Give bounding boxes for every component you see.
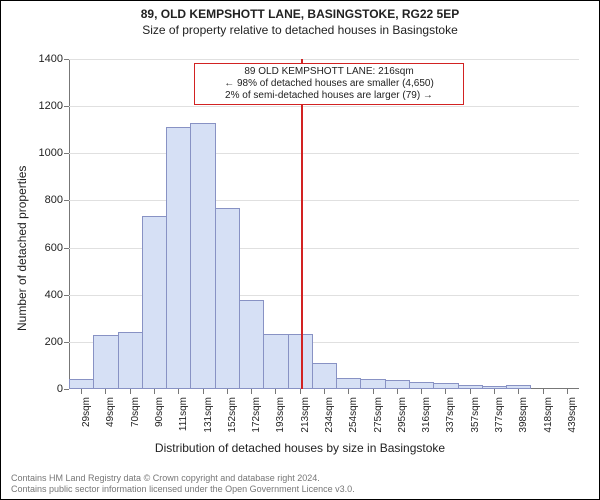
y-axis bbox=[69, 59, 70, 389]
xtick-mark bbox=[567, 389, 568, 394]
ytick-label: 600 bbox=[29, 242, 63, 254]
xtick-mark bbox=[397, 389, 398, 394]
annotation-line-2: ← 98% of detached houses are smaller (4,… bbox=[199, 78, 459, 90]
xtick-mark bbox=[324, 389, 325, 394]
ytick-label: 800 bbox=[29, 194, 63, 206]
ytick-label: 0 bbox=[29, 383, 63, 395]
footer-line-2: Contains public sector information licen… bbox=[11, 484, 589, 495]
xtick-mark bbox=[421, 389, 422, 394]
histogram-bar bbox=[312, 363, 337, 389]
xtick-label: 193sqm bbox=[275, 397, 286, 437]
ytick-mark bbox=[64, 389, 69, 390]
xtick-mark bbox=[105, 389, 106, 394]
xtick-label: 316sqm bbox=[421, 397, 432, 437]
annotation-line-1: 89 OLD KEMPSHOTT LANE: 216sqm bbox=[199, 66, 459, 78]
xtick-label: 111sqm bbox=[178, 397, 189, 437]
ytick-label: 1200 bbox=[29, 100, 63, 112]
histogram-bar bbox=[263, 334, 288, 389]
xtick-label: 357sqm bbox=[470, 397, 481, 437]
ytick-label: 1000 bbox=[29, 147, 63, 159]
ytick-mark bbox=[64, 106, 69, 107]
ytick-mark bbox=[64, 59, 69, 60]
xtick-label: 418sqm bbox=[543, 397, 554, 437]
ytick-mark bbox=[64, 295, 69, 296]
gridline bbox=[69, 59, 579, 60]
xtick-label: 29sqm bbox=[81, 397, 92, 437]
xtick-label: 398sqm bbox=[518, 397, 529, 437]
xtick-label: 131sqm bbox=[203, 397, 214, 437]
y-axis-label: Number of detached properties bbox=[15, 166, 29, 331]
xtick-label: 152sqm bbox=[227, 397, 238, 437]
ytick-mark bbox=[64, 342, 69, 343]
ytick-label: 200 bbox=[29, 336, 63, 348]
histogram-bar bbox=[215, 208, 240, 389]
xtick-mark bbox=[494, 389, 495, 394]
histogram-bar bbox=[190, 123, 215, 389]
ytick-mark bbox=[64, 248, 69, 249]
gridline bbox=[69, 200, 579, 201]
ytick-label: 400 bbox=[29, 289, 63, 301]
footer: Contains HM Land Registry data © Crown c… bbox=[11, 473, 589, 495]
xtick-mark bbox=[81, 389, 82, 394]
xtick-mark bbox=[470, 389, 471, 394]
xtick-label: 439sqm bbox=[567, 397, 578, 437]
xtick-label: 275sqm bbox=[373, 397, 384, 437]
gridline bbox=[69, 106, 579, 107]
xtick-mark bbox=[300, 389, 301, 394]
xtick-label: 49sqm bbox=[105, 397, 116, 437]
xtick-label: 172sqm bbox=[251, 397, 262, 437]
xtick-label: 213sqm bbox=[300, 397, 311, 437]
gridline bbox=[69, 153, 579, 154]
histogram-bar bbox=[142, 216, 167, 389]
footer-line-1: Contains HM Land Registry data © Crown c… bbox=[11, 473, 589, 484]
xtick-mark bbox=[227, 389, 228, 394]
xtick-label: 70sqm bbox=[130, 397, 141, 437]
histogram-bar bbox=[93, 335, 118, 389]
xtick-label: 234sqm bbox=[324, 397, 335, 437]
xtick-mark bbox=[251, 389, 252, 394]
xtick-mark bbox=[154, 389, 155, 394]
page-title: 89, OLD KEMPSHOTT LANE, BASINGSTOKE, RG2… bbox=[1, 7, 599, 21]
annotation-line-3: 2% of semi-detached houses are larger (7… bbox=[199, 90, 459, 102]
xtick-mark bbox=[275, 389, 276, 394]
histogram-bar bbox=[336, 378, 361, 389]
histogram-bar bbox=[385, 380, 410, 389]
property-marker-line bbox=[301, 59, 303, 389]
xtick-mark bbox=[445, 389, 446, 394]
ytick-mark bbox=[64, 200, 69, 201]
annotation-box: 89 OLD KEMPSHOTT LANE: 216sqm ← 98% of d… bbox=[194, 63, 464, 105]
xtick-label: 295sqm bbox=[397, 397, 408, 437]
ytick-label: 1400 bbox=[29, 53, 63, 65]
page-subtitle: Size of property relative to detached ho… bbox=[1, 23, 599, 37]
ytick-mark bbox=[64, 153, 69, 154]
histogram-plot: 020040060080010001200140029sqm49sqm70sqm… bbox=[69, 59, 579, 389]
xtick-mark bbox=[543, 389, 544, 394]
histogram-bar bbox=[118, 332, 143, 389]
histogram-bar bbox=[360, 379, 385, 389]
xtick-label: 254sqm bbox=[348, 397, 359, 437]
xtick-label: 337sqm bbox=[445, 397, 456, 437]
histogram-bar bbox=[166, 127, 191, 389]
xtick-mark bbox=[203, 389, 204, 394]
xtick-mark bbox=[130, 389, 131, 394]
xtick-mark bbox=[518, 389, 519, 394]
xtick-mark bbox=[373, 389, 374, 394]
histogram-bar bbox=[409, 382, 434, 389]
xtick-label: 377sqm bbox=[494, 397, 505, 437]
histogram-bar bbox=[239, 300, 264, 389]
xtick-label: 90sqm bbox=[154, 397, 165, 437]
xtick-mark bbox=[178, 389, 179, 394]
xtick-mark bbox=[348, 389, 349, 394]
x-axis-label: Distribution of detached houses by size … bbox=[1, 441, 599, 455]
histogram-bar bbox=[69, 379, 94, 389]
